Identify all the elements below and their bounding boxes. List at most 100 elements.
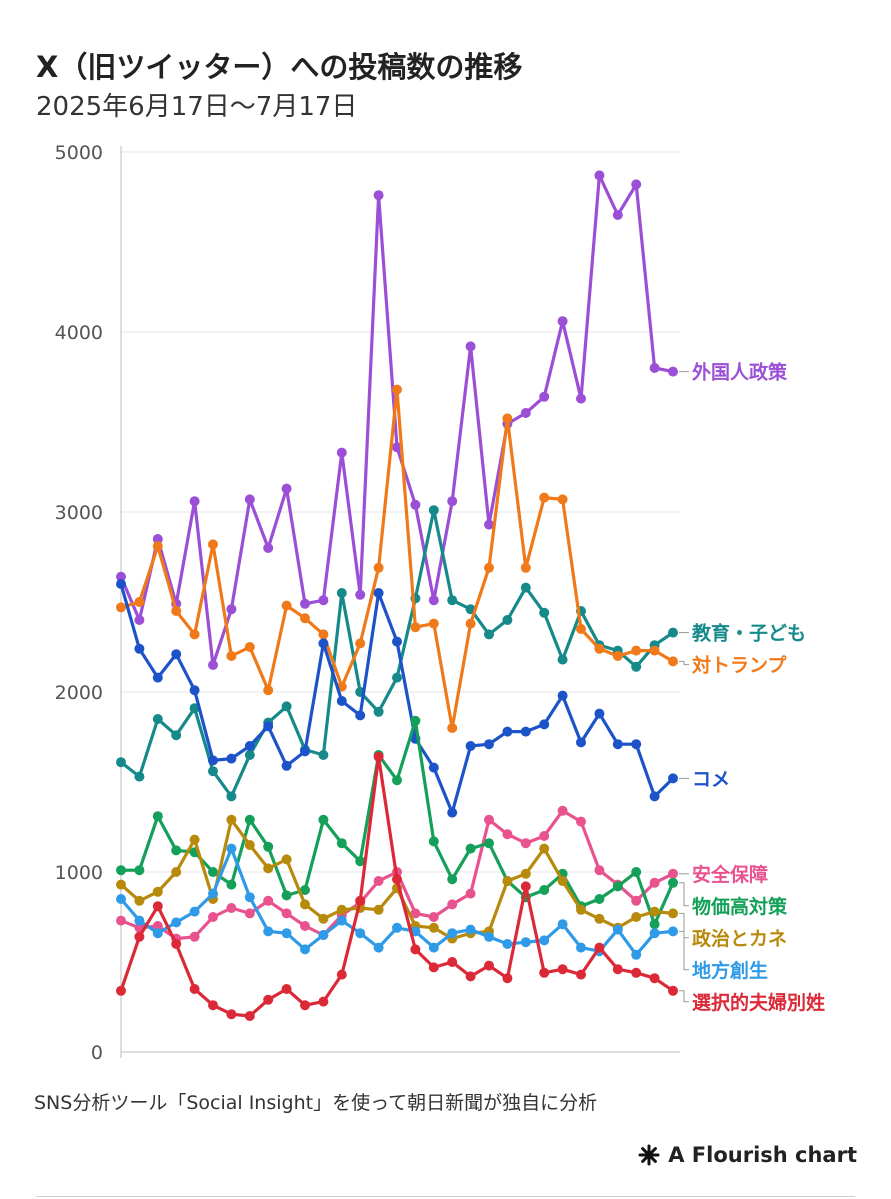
series-end-label: 選択的夫婦別姓 xyxy=(692,991,825,1014)
data-point xyxy=(226,814,237,825)
data-point xyxy=(244,741,255,751)
data-point xyxy=(355,928,366,939)
data-point xyxy=(502,939,513,949)
data-point xyxy=(539,607,550,618)
data-point xyxy=(152,901,163,912)
data-point xyxy=(557,805,568,816)
data-point xyxy=(152,928,163,939)
series-line xyxy=(119,508,675,799)
data-point xyxy=(612,881,623,892)
data-point xyxy=(152,714,163,724)
data-point xyxy=(392,874,402,885)
data-point xyxy=(281,701,292,712)
data-point xyxy=(134,597,145,607)
data-point xyxy=(594,942,605,953)
data-point xyxy=(539,391,550,402)
series-end-label: 地方創生 xyxy=(692,959,768,982)
data-point xyxy=(539,843,550,854)
data-point xyxy=(244,1011,255,1021)
data-point xyxy=(300,1000,310,1011)
data-point xyxy=(649,973,660,984)
data-point xyxy=(189,685,200,696)
data-point xyxy=(244,840,255,850)
data-point xyxy=(263,543,274,553)
data-point xyxy=(668,926,678,937)
data-point xyxy=(594,170,605,181)
data-point xyxy=(465,618,476,629)
data-point xyxy=(484,931,494,942)
data-point xyxy=(263,926,274,937)
data-point xyxy=(447,874,458,885)
data-point xyxy=(465,843,476,854)
data-point xyxy=(502,726,513,737)
data-point xyxy=(649,906,660,917)
data-point xyxy=(171,649,182,660)
data-point xyxy=(410,908,421,919)
data-point xyxy=(171,606,182,616)
data-point xyxy=(263,895,274,906)
data-point xyxy=(355,710,366,721)
data-point xyxy=(226,879,237,890)
data-point xyxy=(484,739,494,750)
data-point xyxy=(373,751,384,762)
data-point xyxy=(373,706,384,717)
label-leader xyxy=(679,912,689,939)
data-point xyxy=(539,967,550,978)
data-point xyxy=(576,393,586,404)
series-line xyxy=(119,719,675,926)
data-point xyxy=(594,913,605,924)
data-point xyxy=(649,791,660,802)
data-point xyxy=(152,921,163,931)
data-point xyxy=(410,499,421,510)
data-point xyxy=(281,908,292,919)
data-point xyxy=(502,829,513,840)
data-point xyxy=(520,562,531,573)
data-point xyxy=(576,816,586,827)
data-point xyxy=(594,894,605,904)
data-point xyxy=(263,863,274,874)
data-point xyxy=(502,615,513,625)
data-point xyxy=(318,814,329,825)
data-point xyxy=(428,962,439,973)
data-point xyxy=(612,924,623,935)
data-point xyxy=(428,762,439,773)
data-point xyxy=(152,541,163,552)
data-point xyxy=(631,867,642,877)
data-point xyxy=(484,519,494,530)
series-end-label: 教育・子ども xyxy=(692,622,806,645)
data-point xyxy=(428,942,439,953)
data-point xyxy=(392,636,402,647)
data-point xyxy=(520,881,531,892)
y-tick-label: 2000 xyxy=(55,682,103,704)
data-point xyxy=(594,708,605,719)
credit-label: A Flourish chart xyxy=(668,1143,857,1167)
data-point xyxy=(668,908,678,919)
data-point xyxy=(392,442,402,453)
data-point xyxy=(631,661,642,672)
flourish-credit[interactable]: A Flourish chart xyxy=(638,1143,857,1167)
data-point xyxy=(208,912,218,922)
data-point xyxy=(355,638,366,649)
data-point xyxy=(484,960,494,971)
data-point xyxy=(668,627,678,638)
data-point xyxy=(171,939,182,949)
y-tick-label: 0 xyxy=(91,1042,103,1064)
data-point xyxy=(576,942,586,953)
data-point xyxy=(576,737,586,748)
data-point xyxy=(244,892,255,903)
data-point xyxy=(263,994,274,1005)
chart-title: X（旧ツイッター）への投稿数の推移 xyxy=(36,50,523,84)
data-point xyxy=(300,746,310,757)
data-point xyxy=(557,919,568,930)
data-point xyxy=(116,865,126,876)
data-point xyxy=(318,913,329,924)
data-point xyxy=(281,928,292,939)
data-point xyxy=(465,741,476,751)
data-point xyxy=(594,865,605,876)
data-point xyxy=(447,807,458,818)
data-point xyxy=(447,723,458,733)
data-point xyxy=(208,1000,218,1011)
data-point xyxy=(392,384,402,395)
data-point xyxy=(520,838,531,849)
data-point xyxy=(631,949,642,960)
